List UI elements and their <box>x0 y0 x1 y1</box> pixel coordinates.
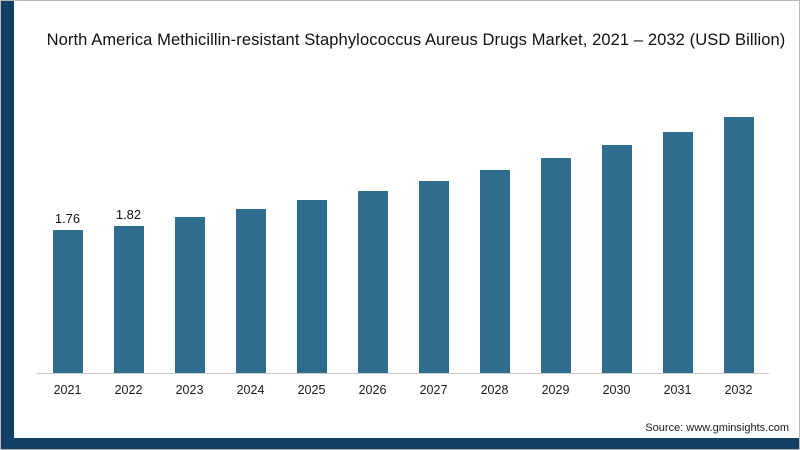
bottom-accent-bar <box>1 438 799 449</box>
bar <box>418 181 449 373</box>
bar-column <box>525 158 586 373</box>
bar-column: 1.82 <box>98 207 159 373</box>
bar-column <box>220 209 281 373</box>
x-axis-tick-label: 2024 <box>236 383 265 397</box>
bar <box>296 200 327 373</box>
plot-area: 1.76 1.82 2021 2022 2023 2024 2025 2026 2027 202… <box>37 73 769 405</box>
x-axis-tick-label: 2025 <box>297 383 326 397</box>
x-axis-tick-label: 2031 <box>663 383 692 397</box>
bar <box>357 191 388 373</box>
bar <box>723 117 754 373</box>
bar <box>113 226 144 373</box>
bar <box>662 132 693 373</box>
bar-column <box>342 191 403 373</box>
x-axis-tick-label: 2023 <box>175 383 204 397</box>
bar <box>52 230 83 373</box>
x-axis-tick-label: 2032 <box>724 383 753 397</box>
x-axis-tick-label: 2022 <box>114 383 143 397</box>
bar-value-label: 1.76 <box>54 211 81 226</box>
bar-column <box>586 145 647 373</box>
bar-column <box>403 181 464 373</box>
x-axis: 2021 2022 2023 2024 2025 2026 2027 2028 2029 2030… <box>37 374 769 405</box>
bar <box>174 217 205 373</box>
left-accent-bar <box>1 1 14 449</box>
x-axis-tick-label: 2021 <box>53 383 82 397</box>
bar-column <box>464 170 525 373</box>
bar-column <box>159 217 220 373</box>
bar-column <box>647 132 708 373</box>
x-axis-tick-label: 2030 <box>602 383 631 397</box>
bars-container: 1.76 1.82 <box>37 73 769 374</box>
bar <box>540 158 571 373</box>
x-axis-tick-label: 2026 <box>358 383 387 397</box>
bar-column: 1.76 <box>37 211 98 373</box>
bar-column <box>281 200 342 373</box>
bar-column <box>708 117 769 373</box>
source-credit: Source: www.gminsights.com <box>645 422 789 434</box>
bar-value-label: 1.82 <box>115 207 142 222</box>
x-axis-tick-label: 2028 <box>480 383 509 397</box>
x-axis-tick-label: 2027 <box>419 383 448 397</box>
x-axis-tick-label: 2029 <box>541 383 570 397</box>
chart-title: North America Methicillin-resistant Stap… <box>46 31 786 49</box>
bar <box>479 170 510 373</box>
bar <box>601 145 632 373</box>
bar <box>235 209 266 373</box>
